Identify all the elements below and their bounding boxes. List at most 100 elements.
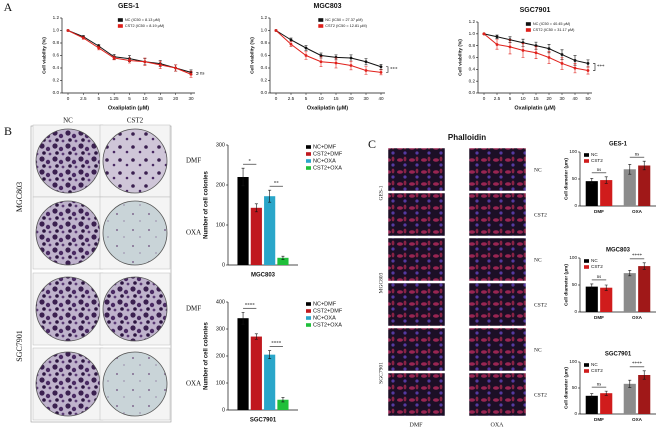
- legend-label: CST2: [591, 264, 603, 269]
- bar: [600, 393, 613, 414]
- bar: [250, 207, 262, 265]
- error-bar: [281, 255, 285, 260]
- colony-well: [102, 351, 168, 417]
- bar: [638, 266, 651, 312]
- legend-swatch: [584, 369, 589, 373]
- cell-line-label: SGC7901: [378, 362, 384, 384]
- bar: [638, 165, 651, 206]
- colony-well: [102, 200, 168, 266]
- x-tick-label: 2.5: [80, 96, 87, 101]
- panel-label: A: [4, 0, 13, 14]
- column-label: NC: [63, 117, 73, 125]
- y-tick-label: 100: [569, 149, 577, 154]
- y-tick-label: 1.2: [53, 15, 60, 20]
- significance-label: ns: [597, 168, 602, 173]
- fluorescence-image: [387, 147, 446, 192]
- y-tick-label: 0.8: [261, 40, 268, 45]
- y-axis-label: Cell viability (%): [457, 39, 463, 76]
- legend-label: CST2: [591, 368, 603, 373]
- legend-swatch: [525, 22, 531, 26]
- colony-well: [35, 200, 101, 266]
- x-tick-label: 15: [158, 96, 164, 101]
- data-point: [174, 66, 178, 70]
- fluorescence-image: [468, 192, 527, 237]
- y-tick-label: 300: [216, 142, 225, 148]
- x-tick-label: OXA: [632, 315, 643, 320]
- data-point: [560, 53, 564, 56]
- y-tick-label: 0.4: [261, 65, 268, 70]
- legend-swatch: [117, 18, 123, 22]
- data-point: [573, 59, 577, 62]
- data-point: [143, 60, 147, 64]
- legend-swatch: [318, 24, 324, 28]
- column-label: CST2: [127, 117, 144, 125]
- x-axis-label: MGC803: [251, 273, 276, 279]
- series-line: [67, 30, 192, 75]
- significance-bracket: [196, 72, 199, 75]
- chart-title: MGC803: [606, 248, 631, 254]
- legend-label: NC: [591, 152, 598, 157]
- error-bar: [628, 270, 632, 277]
- data-point: [304, 54, 308, 57]
- y-tick-label: 0.6: [469, 55, 476, 60]
- x-tick-label: 20: [546, 96, 552, 101]
- x-tick-label: 10: [142, 96, 148, 101]
- data-point: [334, 61, 338, 65]
- legend-label: NC+OXA: [313, 315, 336, 321]
- row-label: OXA: [186, 229, 201, 237]
- data-point: [547, 47, 551, 51]
- x-tick-label: 40: [572, 96, 578, 101]
- significance-label: ***: [390, 68, 398, 73]
- series-line: [275, 30, 382, 73]
- x-tick-label: 15: [533, 96, 539, 101]
- y-tick-label: 0.0: [469, 90, 476, 95]
- data-point: [573, 66, 577, 70]
- column-label: OXA: [491, 422, 505, 428]
- bar: [237, 318, 249, 410]
- fluorescence-image: [468, 327, 527, 372]
- data-point: [547, 56, 551, 59]
- legend-swatch: [584, 259, 589, 263]
- significance-label: **: [274, 181, 280, 186]
- x-axis-label: Oxaliplatin (μM): [108, 105, 149, 111]
- bar: [600, 180, 613, 206]
- y-tick-label: 50: [572, 282, 578, 287]
- fluorescence-image: [387, 282, 446, 327]
- y-axis-label: Cell diameter (μm): [563, 264, 569, 306]
- data-point: [81, 36, 85, 40]
- y-tick-label: 0.4: [53, 65, 60, 70]
- y-axis-label: Cell viability (%): [41, 37, 47, 74]
- data-point: [379, 65, 383, 69]
- x-tick-label: OXA: [632, 209, 643, 214]
- legend-swatch: [306, 159, 311, 163]
- error-bar: [604, 390, 608, 396]
- legend-swatch: [306, 152, 311, 156]
- row-label: NC: [534, 347, 542, 353]
- legend-swatch: [525, 28, 531, 32]
- y-tick-label: 200: [216, 182, 225, 188]
- y-tick-label: 0.4: [469, 67, 476, 72]
- row-label: CST2: [534, 302, 547, 308]
- x-tick-label: 2.5: [288, 96, 295, 101]
- y-axis-label: Number of cell colonies: [204, 170, 210, 238]
- y-tick-label: 0.2: [53, 78, 60, 83]
- error-bar: [241, 311, 245, 325]
- bar: [623, 273, 636, 312]
- fluorescence-image: [468, 147, 527, 192]
- bar: [623, 383, 636, 414]
- error-bar: [604, 176, 608, 184]
- x-axis-label: Oxaliplatin (μM): [514, 105, 555, 111]
- legend-swatch: [584, 153, 589, 157]
- significance-bracket: [386, 66, 389, 73]
- x-tick-label: 30: [188, 96, 194, 101]
- cell-line-label: MGC803: [378, 272, 384, 293]
- y-tick-label: 0: [574, 309, 577, 314]
- y-tick-label: 100: [216, 222, 225, 228]
- legend-label: CST2 (IC50 = 12.81 μM): [325, 24, 367, 28]
- bar: [250, 336, 262, 410]
- data-point: [534, 44, 538, 48]
- legend-swatch: [117, 24, 123, 28]
- error-bar: [268, 350, 272, 359]
- significance-label: ns: [635, 152, 640, 157]
